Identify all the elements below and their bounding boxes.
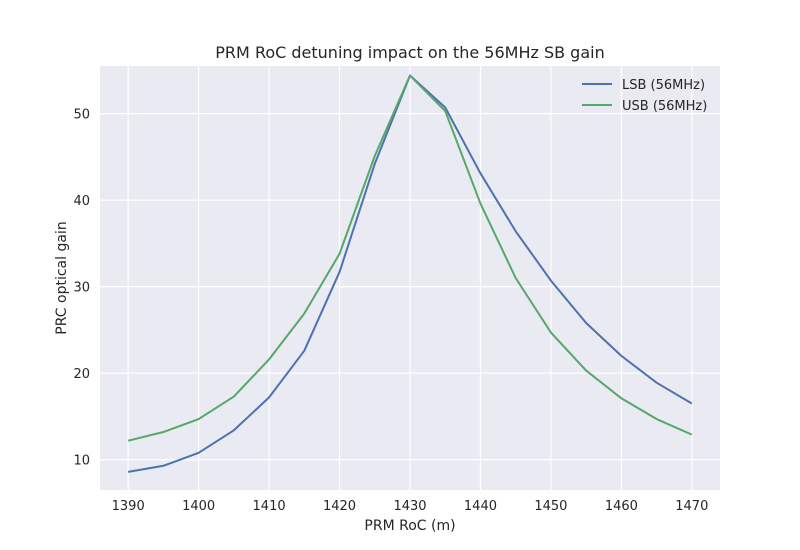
series-lines — [127, 74, 693, 473]
x-tick-label: 1430 — [393, 499, 426, 514]
x-axis-label: PRM RoC (m) — [364, 518, 455, 534]
y-tick-label: 10 — [73, 454, 90, 469]
x-tick-label: 1470 — [675, 499, 708, 514]
y-tick-label: 20 — [73, 367, 90, 382]
x-tick-label: 1410 — [253, 499, 286, 514]
x-tick-label: 1460 — [605, 499, 638, 514]
series-line-usb — [127, 74, 693, 442]
x-tick-label: 1450 — [534, 499, 567, 514]
x-tick-label: 1390 — [112, 499, 145, 514]
chart-title: PRM RoC detuning impact on the 56MHz SB … — [215, 43, 604, 62]
x-tick-labels: 1390 1400 1410 1420 1430 1440 1450 1460 1470 — [112, 499, 709, 514]
y-tick-label: 50 — [73, 108, 90, 123]
legend-label-usb: USB (56MHz) — [622, 99, 707, 114]
y-tick-label: 30 — [73, 281, 90, 296]
y-axis-label: PRC optical gain — [54, 221, 70, 334]
grid-lines — [100, 66, 720, 490]
x-tick-label: 1400 — [182, 499, 215, 514]
y-tick-labels: 10 20 30 40 50 — [73, 108, 90, 469]
legend-label-lsb: LSB (56MHz) — [622, 78, 705, 93]
x-tick-label: 1440 — [464, 499, 497, 514]
legend: LSB (56MHz) USB (56MHz) — [582, 78, 707, 114]
y-tick-label: 40 — [73, 194, 90, 209]
x-tick-label: 1420 — [323, 499, 356, 514]
